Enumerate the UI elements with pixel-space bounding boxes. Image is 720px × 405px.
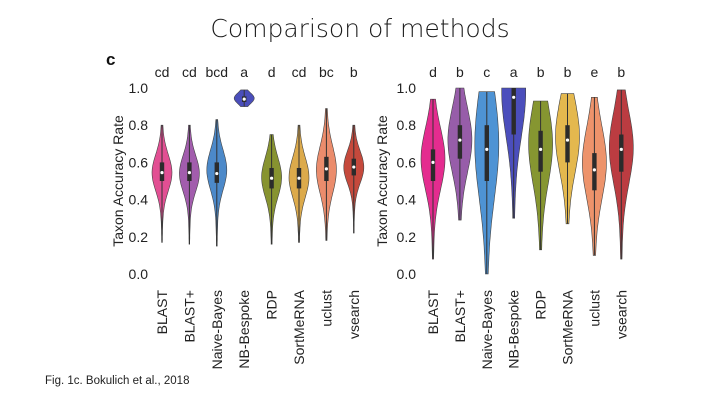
- y-tick-label: 0.6: [397, 154, 417, 170]
- violin-median-dot: [431, 160, 435, 164]
- violin-median-dot: [324, 167, 328, 171]
- x-tick-label: BLAST: [154, 290, 170, 335]
- y-tick-label: 0.4: [397, 192, 417, 208]
- violin-iqr-box: [430, 149, 436, 181]
- significance-letter: b: [456, 64, 464, 80]
- x-tick-label: uclust: [586, 290, 602, 327]
- panel-letter: c: [106, 50, 116, 69]
- y-axis-label: Taxon Accuracy Rate: [374, 115, 390, 247]
- significance-letter: e: [591, 64, 599, 80]
- violin-median-dot: [215, 171, 219, 176]
- violin-median-dot: [187, 171, 191, 175]
- y-tick-label: 1.0: [397, 80, 417, 96]
- violin-median-dot: [297, 176, 301, 180]
- violin-panel-2: 0.0 0.2 0.4 0.6 0.8 1.0 Taxon Accuracy Rate d BL…: [374, 64, 634, 369]
- violin-median-dot: [458, 138, 462, 142]
- y-tick-label: 0.0: [397, 266, 417, 282]
- violin-iqr-box: [457, 125, 463, 159]
- significance-letter: b: [564, 64, 572, 80]
- y-tick-label: 1.0: [129, 80, 149, 96]
- significance-letter: cd: [292, 64, 307, 80]
- y-tick-label: 0.2: [129, 229, 149, 245]
- significance-letter: d: [268, 64, 276, 80]
- violin-median-dot: [539, 147, 543, 151]
- x-tick-label: uclust: [318, 290, 334, 327]
- x-tick-label: RDP: [533, 290, 549, 320]
- violin-median-dot: [592, 168, 597, 172]
- x-tick-label: BLAST+: [452, 290, 468, 343]
- violin-iqr-box: [619, 134, 624, 172]
- violin-iqr-box: [538, 130, 543, 172]
- violin-iqr-box: [484, 125, 489, 181]
- violin-median-dot: [270, 176, 274, 180]
- y-tick-label: 0.8: [129, 117, 149, 133]
- significance-letter: b: [537, 64, 545, 80]
- x-tick-label: Naive-Bayes: [479, 290, 495, 369]
- x-tick-label: SortMeRNA: [291, 289, 307, 364]
- x-tick-label: NB-Bespoke: [506, 290, 522, 369]
- y-tick-label: 0.0: [129, 266, 149, 282]
- x-tick-label: vsearch: [613, 290, 629, 339]
- violin-median-dot: [565, 138, 570, 142]
- x-tick-label: BLAST: [425, 290, 441, 335]
- slide-title: Comparison of methods: [210, 14, 510, 43]
- violin-median-dot: [242, 97, 246, 101]
- y-tick-label: 0.4: [129, 192, 149, 208]
- x-tick-label: SortMeRNA: [560, 289, 576, 364]
- y-axis-label: Taxon Accuracy Rate: [110, 115, 126, 247]
- violin-median-dot: [160, 171, 164, 175]
- violin-iqr-box: [565, 125, 570, 163]
- significance-letter: b: [617, 64, 625, 80]
- violin-median-dot: [619, 147, 623, 151]
- significance-letter: cd: [182, 64, 197, 80]
- significance-letter: bcd: [206, 64, 229, 80]
- significance-letter: bc: [319, 64, 334, 80]
- significance-letter: cd: [155, 64, 170, 80]
- violin-iqr-box: [592, 153, 597, 191]
- violin-median-dot: [485, 147, 489, 151]
- significance-letter: a: [510, 64, 518, 80]
- significance-letter: c: [483, 64, 490, 80]
- x-tick-label: Naive-Bayes: [209, 290, 225, 369]
- y-tick-label: 0.2: [397, 229, 417, 245]
- x-tick-label: NB-Bespoke: [236, 290, 252, 369]
- violin-iqr-box: [511, 88, 516, 135]
- significance-letter: b: [350, 64, 358, 80]
- figure-caption: Fig. 1c. Bokulich et al., 2018: [45, 375, 190, 387]
- x-tick-label: RDP: [264, 290, 280, 320]
- significance-letter: d: [429, 64, 437, 80]
- x-tick-label: BLAST+: [181, 290, 197, 343]
- violin-panel-1: 0.0 0.2 0.4 0.6 0.8 1.0 Taxon Accuracy Rate cd B…: [110, 64, 365, 369]
- y-tick-label: 0.6: [129, 154, 149, 170]
- violin-median-dot: [512, 95, 516, 99]
- significance-letter: a: [240, 64, 248, 80]
- violin-median-dot: [352, 165, 356, 169]
- y-tick-label: 0.8: [397, 117, 417, 133]
- x-tick-label: vsearch: [346, 290, 362, 339]
